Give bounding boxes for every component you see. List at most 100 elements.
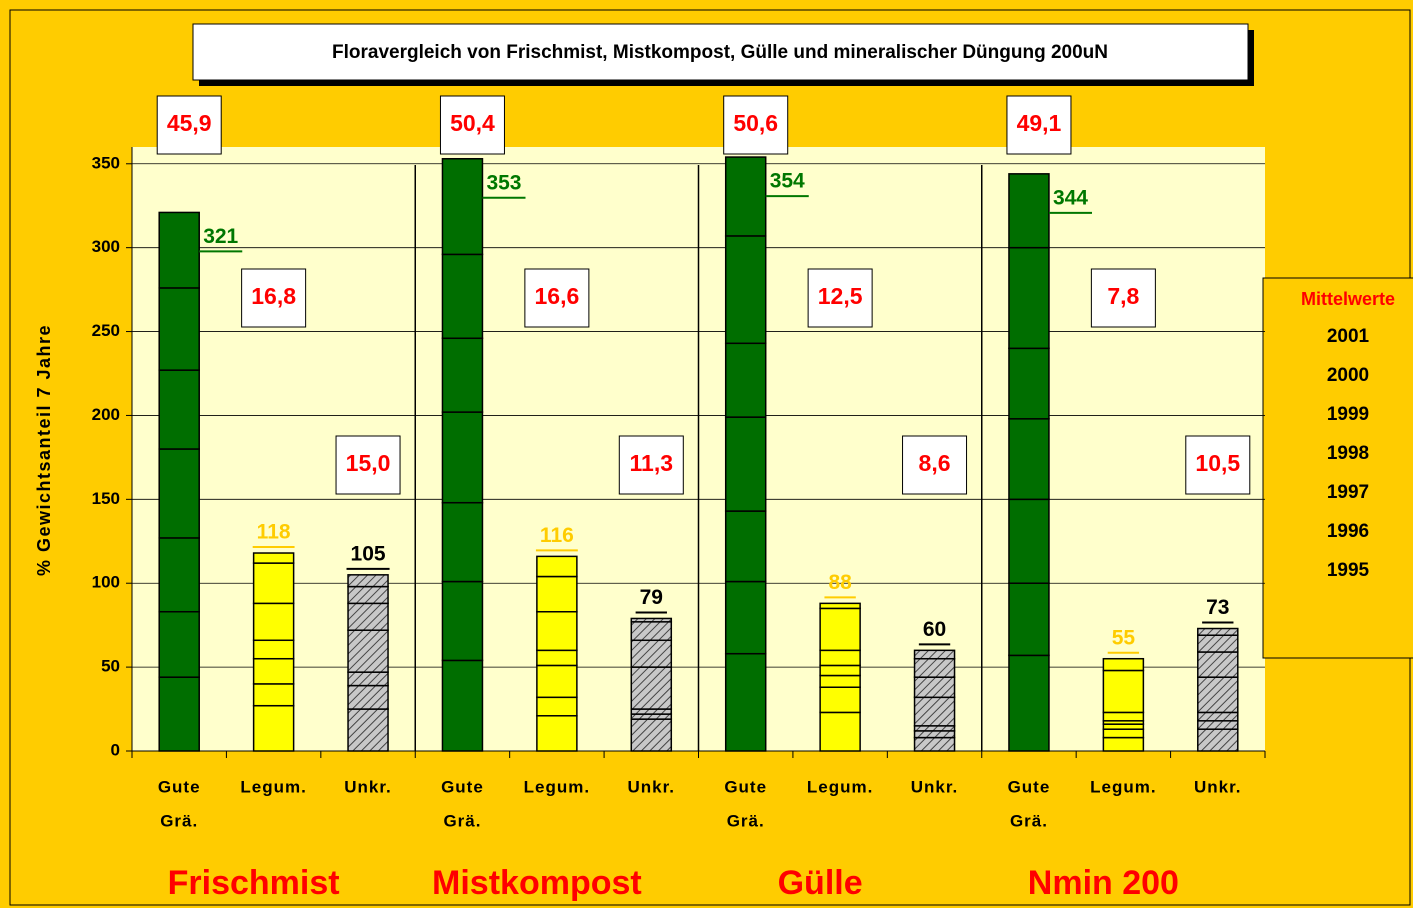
total-label: 60	[923, 618, 946, 641]
bar-segment	[252, 704, 295, 752]
y-tick-label: 300	[92, 237, 120, 256]
bar-segment	[1197, 728, 1239, 752]
legend-entry: 1996	[1327, 521, 1369, 542]
bar-segment	[158, 369, 200, 450]
share-box	[241, 268, 307, 328]
bar-segment	[819, 649, 861, 667]
chart-title: Floravergleich von Frischmist, Mistkompo…	[332, 42, 1108, 63]
total-label: 105	[351, 542, 386, 565]
total-label: 353	[486, 171, 521, 194]
share-label: 50,4	[450, 110, 495, 136]
total-label: 354	[770, 170, 805, 193]
share-label: 12,5	[818, 283, 863, 309]
total-label: 88	[828, 571, 852, 594]
bar-segment	[913, 730, 956, 739]
total-label: 116	[540, 524, 574, 547]
bar-segment	[441, 411, 484, 504]
legend-entry: 1995	[1327, 560, 1370, 581]
bar-segment	[252, 552, 295, 564]
bar-segment	[630, 708, 673, 715]
bar-segment	[536, 715, 578, 752]
bar-segment	[630, 666, 673, 710]
bar-segment	[1102, 723, 1145, 730]
group-label: Mistkompost	[432, 864, 642, 902]
bar-segment	[252, 562, 295, 605]
bar-segment	[1008, 418, 1050, 501]
bar-segment	[1102, 711, 1145, 722]
bar-segment	[913, 725, 956, 732]
bar-segment	[158, 287, 200, 371]
share-label: 16,6	[534, 283, 579, 309]
bar-segment	[347, 602, 389, 631]
share-label: 7,8	[1107, 283, 1139, 309]
bar-segment	[158, 448, 200, 539]
bar-segment	[1197, 634, 1239, 653]
bar-segment	[630, 617, 673, 623]
x-tick-label: Legum.	[240, 777, 306, 796]
bar-segment	[630, 713, 673, 720]
bar-segment	[913, 676, 956, 699]
x-tick-label: Legum.	[1090, 777, 1156, 796]
share-label: 15,0	[346, 450, 391, 476]
bar-segment	[1102, 657, 1145, 672]
legend-entry: 1999	[1327, 404, 1369, 425]
bar-segment	[630, 621, 673, 642]
share-box	[439, 95, 505, 155]
bar-segment	[158, 610, 200, 678]
bar-segment	[347, 585, 389, 605]
bar-segment	[1008, 246, 1050, 350]
bar-segment	[1197, 627, 1239, 636]
bar-segment	[441, 580, 484, 662]
bar-segment	[630, 718, 673, 752]
bar-segment	[441, 337, 484, 413]
share-box	[902, 435, 968, 495]
share-box	[335, 435, 401, 495]
bar-segment	[158, 211, 200, 289]
bar-segment	[1197, 651, 1239, 678]
legend-box	[1262, 277, 1413, 659]
legend-entry: 2001	[1327, 326, 1370, 347]
legend-entry: 1998	[1327, 443, 1369, 464]
bar-segment	[913, 696, 956, 727]
bar-segment	[724, 580, 767, 655]
share-box	[807, 268, 873, 328]
total-label: 344	[1053, 186, 1088, 209]
y-tick-label: 50	[101, 657, 120, 676]
share-label: 10,5	[1195, 450, 1240, 476]
total-label: 79	[640, 586, 663, 609]
y-tick-label: 150	[92, 489, 120, 508]
share-label: 8,6	[919, 450, 951, 476]
x-tick-label: Gute	[724, 777, 767, 796]
group-label: Gülle	[778, 864, 863, 902]
share-label: 50,6	[733, 110, 778, 136]
share-box	[524, 268, 590, 328]
bar-segment	[1008, 173, 1050, 249]
legend-title: Mittelwerte	[1301, 289, 1395, 309]
y-tick-label: 200	[92, 405, 120, 424]
bar-segment	[441, 659, 484, 752]
bar-segment	[1197, 720, 1239, 730]
bar-segment	[913, 657, 956, 678]
total-label: 118	[257, 521, 291, 544]
bar-segment	[252, 639, 295, 660]
share-box	[1185, 435, 1251, 495]
bar-segment	[1008, 498, 1050, 584]
bar-segment	[536, 649, 578, 667]
bar-segment	[1008, 347, 1050, 420]
bar-segment	[347, 574, 389, 588]
group-label: Frischmist	[168, 864, 340, 902]
legend-entry: 1997	[1327, 482, 1369, 503]
bar-segment	[819, 607, 861, 652]
bar-segment	[252, 602, 295, 642]
x-tick-label: Unkr.	[628, 777, 676, 796]
y-tick-label: 250	[92, 321, 120, 340]
share-box	[723, 95, 789, 155]
bar-segment	[819, 686, 861, 714]
bar-segment	[1008, 582, 1050, 657]
title-box	[192, 23, 1249, 81]
bar-segment	[724, 652, 767, 752]
x-tick-label: Gute	[441, 777, 484, 796]
y-axis-label: % Gewichtsanteil 7 Jahre	[34, 324, 54, 576]
bar-segment	[1197, 711, 1239, 722]
bar-segment	[1102, 728, 1145, 739]
